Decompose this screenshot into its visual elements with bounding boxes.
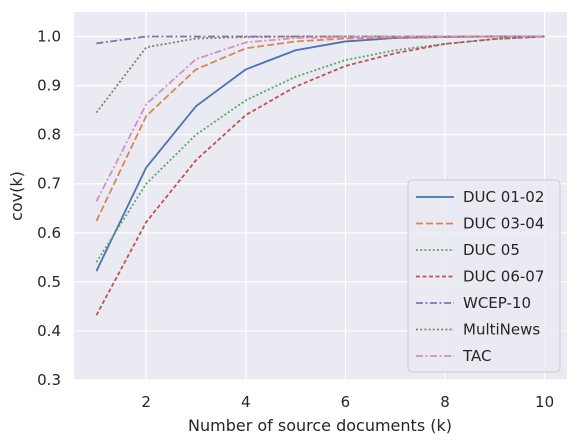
y-tick-label: 0.4: [37, 322, 61, 340]
series-line-tac: [95, 35, 545, 202]
y-tick-label: 0.7: [37, 175, 61, 193]
x-tick-label: 4: [241, 393, 251, 411]
legend-label-duc-05: DUC 05: [463, 241, 520, 259]
y-tick-labels: 0.3 0.4 0.5 0.6 0.7 0.8 0.9 1.0: [37, 28, 61, 389]
y-tick-label: 0.3: [37, 371, 61, 389]
y-tick-label: 0.9: [37, 77, 61, 95]
y-tick-label: 0.8: [37, 126, 61, 144]
series-line-duc-06-07: [95, 35, 545, 316]
x-tick-label: 2: [141, 393, 151, 411]
x-axis-title: Number of source documents (k): [188, 416, 452, 435]
x-tick-labels: 2 4 6 8 10: [141, 393, 554, 411]
legend: DUC 01-02 DUC 03-04 DUC 05 DUC 06-07 WCEP-10…: [407, 179, 561, 373]
legend-label-duc-01-02: DUC 01-02: [463, 188, 544, 206]
series-line-duc-05: [95, 35, 545, 263]
legend-label-wcep-10: WCEP-10: [463, 294, 531, 312]
legend-box: [407, 179, 561, 373]
y-tick-label: 0.6: [37, 224, 61, 242]
y-axis-title: cov(k): [7, 171, 26, 221]
x-tick-label: 10: [535, 393, 554, 411]
legend-label-multinews: MultiNews: [463, 321, 540, 339]
legend-label-duc-06-07: DUC 06-07: [463, 268, 544, 286]
series-layer: [95, 35, 545, 316]
series-line-multinews: [95, 35, 545, 114]
y-tick-label: 1.0: [37, 28, 61, 46]
x-tick-label: 6: [341, 393, 351, 411]
legend-label-tac: TAC: [462, 347, 491, 365]
legend-label-duc-03-04: DUC 03-04: [463, 215, 544, 233]
x-tick-label: 8: [440, 393, 450, 411]
y-tick-label: 0.5: [37, 273, 61, 291]
